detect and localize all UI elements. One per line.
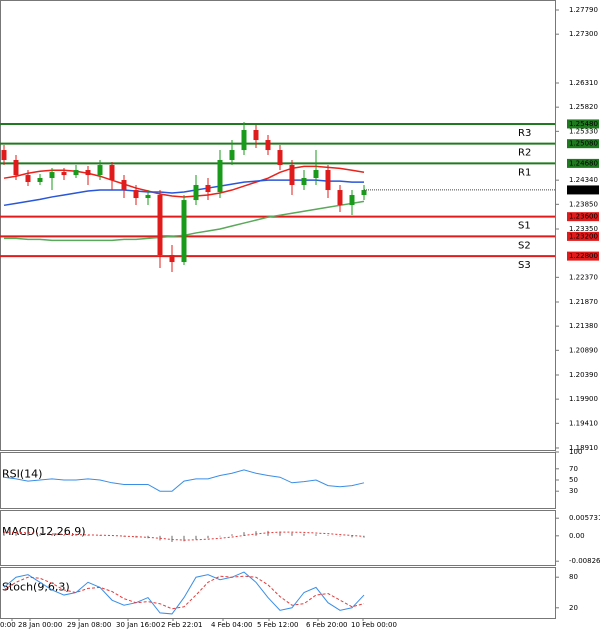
- candle-body: [61, 172, 67, 176]
- candle-body: [361, 190, 367, 196]
- indicator-line: [3, 575, 365, 610]
- panel-frame: [0, 567, 556, 619]
- y-tick-label: 1.23850: [569, 200, 598, 208]
- panel-frame: [0, 510, 556, 566]
- y-tick-label: 80: [569, 573, 578, 581]
- candle-body: [37, 177, 43, 182]
- y-tick-label: 1.21870: [569, 298, 598, 306]
- indicator-line: [3, 469, 365, 492]
- y-tick-label: 0.005731: [569, 514, 600, 522]
- y-tick-label: 1.25820: [569, 103, 598, 111]
- candle-body: [109, 165, 115, 181]
- level-label: 1.25480: [569, 120, 598, 128]
- level-label: 1.22800: [569, 252, 598, 260]
- candle-body: [13, 159, 19, 176]
- x-tick-label: 0:00: [0, 621, 16, 629]
- panel-title: RSI(14): [2, 467, 42, 480]
- y-tick-label: 1.20390: [569, 371, 598, 379]
- candle-body: [277, 150, 283, 166]
- panel-title: MACD(12,26,9): [2, 525, 86, 538]
- x-tick-label: 10 Feb 00:00: [351, 621, 397, 629]
- level-box: [567, 212, 599, 222]
- level-name: S2: [518, 240, 531, 251]
- candle-body: [85, 170, 91, 176]
- x-tick-label: 30 Jan 16:00: [116, 621, 160, 629]
- candle-body: [337, 190, 343, 206]
- candle-body: [301, 177, 307, 186]
- candle-body: [133, 190, 139, 199]
- y-tick-label: 1.23350: [569, 225, 598, 233]
- candle-body: [349, 195, 355, 206]
- last-price-label: 1.24142: [569, 186, 598, 194]
- candle-body: [169, 255, 175, 263]
- level-box: [567, 158, 599, 168]
- y-tick-label: 1.24340: [569, 176, 598, 184]
- candle-body: [289, 165, 295, 186]
- candle-body: [229, 150, 235, 160]
- panel-frame: [0, 0, 556, 451]
- y-tick-label: 1.21380: [569, 322, 598, 330]
- y-tick-label: 0.00: [569, 532, 585, 540]
- candle-body: [1, 150, 7, 160]
- y-tick-label: -0.008266: [569, 557, 600, 565]
- level-box: [567, 231, 599, 241]
- indicator-line: [3, 571, 365, 615]
- candle-body: [241, 130, 247, 151]
- y-tick-label: 1.27790: [569, 6, 598, 14]
- candle-body: [253, 130, 259, 141]
- y-tick-label: 50: [569, 476, 578, 484]
- level-label: 1.24680: [569, 159, 598, 167]
- level-box: [567, 251, 599, 261]
- y-tick-label: 1.19900: [569, 395, 598, 403]
- level-name: R2: [518, 148, 531, 159]
- y-tick-label: 1.19410: [569, 419, 598, 427]
- level-label: 1.23200: [569, 232, 598, 240]
- candle-body: [313, 170, 319, 178]
- candle-body: [217, 159, 223, 193]
- level-name: S3: [518, 260, 531, 271]
- y-tick-label: 100: [569, 448, 582, 456]
- candle-body: [49, 172, 55, 178]
- candle-body: [265, 140, 271, 151]
- y-tick-label: 1.18910: [569, 444, 598, 452]
- y-tick-label: 1.25330: [569, 127, 598, 135]
- y-tick-label: 20: [569, 604, 578, 612]
- y-tick-label: 1.26310: [569, 79, 598, 87]
- level-name: S1: [518, 221, 531, 232]
- candle-body: [73, 170, 79, 176]
- level-box: [567, 139, 599, 149]
- x-tick-label: 6 Feb 20:00: [306, 621, 347, 629]
- level-name: R3: [518, 128, 531, 139]
- x-tick-label: 29 Jan 08:00: [67, 621, 111, 629]
- last-price-box: [567, 185, 599, 195]
- y-tick-label: 1.22370: [569, 273, 598, 281]
- y-tick-label: 30: [569, 487, 578, 495]
- x-tick-label: 28 Jan 00:00: [18, 621, 62, 629]
- candle-body: [145, 195, 151, 199]
- candle-body: [97, 165, 103, 176]
- level-label: 1.23600: [569, 213, 598, 221]
- x-tick-label: 4 Feb 04:00: [211, 621, 252, 629]
- candle-body: [193, 185, 199, 201]
- x-tick-label: 2 Feb 22:01: [161, 621, 202, 629]
- candle-body: [25, 175, 31, 182]
- signal-line: [3, 531, 365, 541]
- candle-body: [157, 195, 163, 256]
- y-tick-label: 1.27300: [569, 30, 598, 38]
- panel-frame: [0, 452, 556, 509]
- y-tick-label: 70: [569, 465, 578, 473]
- candle-body: [325, 170, 331, 191]
- candle-body: [205, 185, 211, 193]
- candle-body: [121, 180, 127, 191]
- level-label: 1.25080: [569, 140, 598, 148]
- candle-body: [181, 200, 187, 263]
- y-tick-label: 1.20890: [569, 346, 598, 354]
- x-tick-label: 5 Feb 12:00: [257, 621, 298, 629]
- level-name: R1: [518, 167, 531, 178]
- level-box: [567, 119, 599, 129]
